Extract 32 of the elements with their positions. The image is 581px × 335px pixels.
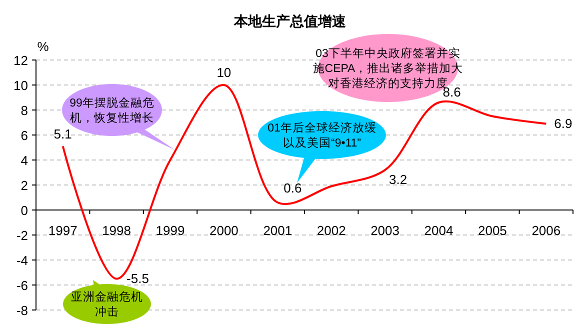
y-tick-label: 10 — [14, 78, 28, 93]
annotation: 亚洲金融危机冲击 — [71, 290, 143, 318]
x-tick-label: 2006 — [532, 223, 561, 238]
y-tick-label: -2 — [16, 228, 28, 243]
x-tick-label: 2001 — [263, 223, 292, 238]
x-tick-label: 1998 — [102, 223, 132, 238]
data-label: 3.2 — [389, 172, 408, 187]
y-tick-label: -4 — [16, 253, 28, 268]
x-tick-label: 2000 — [209, 223, 238, 238]
y-tick-label: 8 — [20, 103, 28, 118]
annotation: 99年摆脱金融危机，恢复性增长 — [70, 96, 154, 124]
data-label: 10 — [216, 65, 232, 80]
y-tick-label: -8 — [16, 303, 28, 318]
chart-title: 本地生产总值增速 — [233, 13, 347, 29]
y-tick-label: 2 — [20, 178, 28, 193]
data-label: 5.1 — [54, 126, 72, 142]
x-tick-label: 1999 — [156, 223, 185, 238]
y-tick-label: 4 — [20, 153, 28, 168]
data-label: -5.5 — [126, 270, 149, 286]
x-tick-label: 2005 — [478, 223, 507, 238]
x-tick-label: 2003 — [370, 223, 400, 238]
x-tick-label: 2004 — [424, 223, 454, 238]
y-tick-label: -6 — [16, 278, 28, 293]
y-axis-title: % — [37, 39, 50, 54]
y-tick-label: 0 — [20, 203, 28, 218]
x-tick-label: 2002 — [316, 223, 346, 238]
data-label: 0.6 — [284, 180, 302, 196]
annotation: 01年后全球经济放缓以及美国“9•11” — [268, 120, 376, 150]
y-tick-label: 12 — [14, 53, 28, 68]
data-label: 6.9 — [554, 116, 572, 131]
x-tick-label: 1997 — [48, 223, 78, 238]
y-tick-label: 6 — [20, 128, 28, 143]
